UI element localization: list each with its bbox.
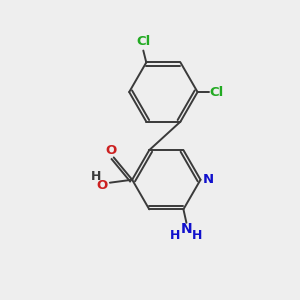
Text: N: N — [202, 173, 214, 186]
Text: H: H — [192, 229, 202, 242]
Text: O: O — [97, 178, 108, 192]
Text: Cl: Cl — [136, 35, 150, 48]
Text: Cl: Cl — [209, 85, 224, 98]
Text: O: O — [106, 143, 117, 157]
Text: N: N — [181, 222, 192, 236]
Text: H: H — [91, 170, 101, 183]
Text: H: H — [170, 229, 180, 242]
